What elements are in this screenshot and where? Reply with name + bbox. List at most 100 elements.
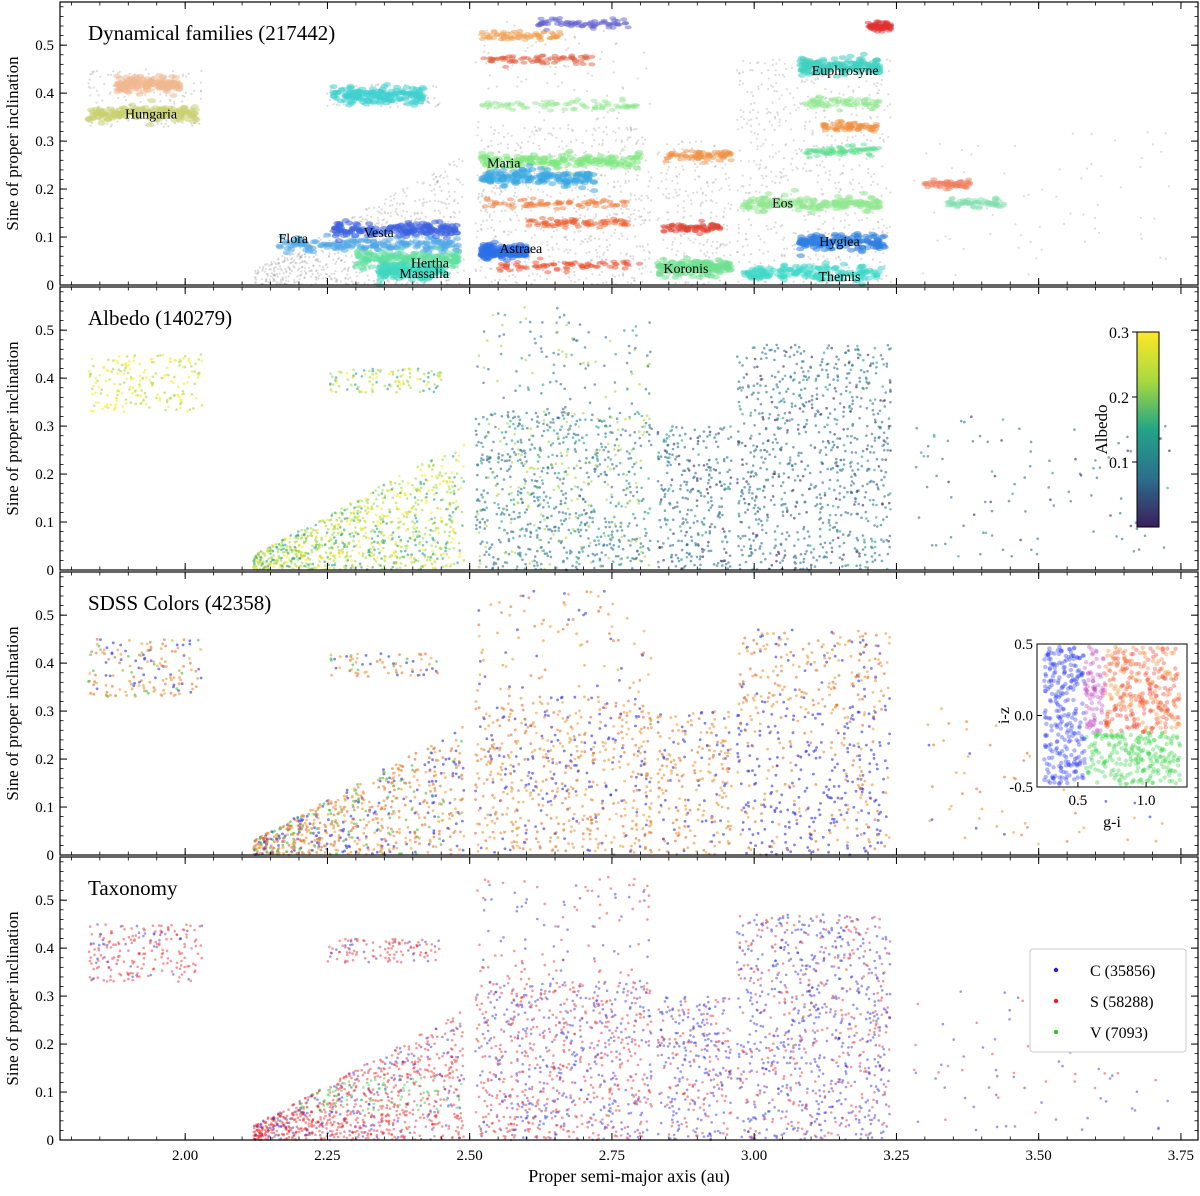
background-point bbox=[747, 218, 751, 221]
family-point-eos bbox=[860, 190, 869, 196]
background-point bbox=[852, 178, 855, 181]
background-point bbox=[760, 145, 763, 148]
background-point bbox=[738, 71, 741, 74]
background-point bbox=[345, 254, 348, 257]
background-point bbox=[396, 202, 399, 205]
background-point bbox=[741, 126, 744, 129]
background-point bbox=[444, 170, 447, 173]
background-point bbox=[642, 207, 646, 210]
background-point bbox=[435, 175, 438, 179]
background-point bbox=[588, 251, 591, 254]
background-point bbox=[495, 187, 498, 190]
background-point bbox=[667, 168, 670, 171]
background-point bbox=[694, 140, 698, 143]
background-point bbox=[611, 274, 614, 277]
background-point bbox=[790, 66, 794, 69]
background-point bbox=[513, 186, 517, 189]
background-point bbox=[701, 191, 705, 194]
background-point bbox=[109, 125, 112, 128]
family-point-hungaria-high bbox=[140, 89, 149, 94]
background-point bbox=[665, 143, 669, 146]
background-point bbox=[387, 278, 390, 281]
background-point bbox=[296, 255, 299, 258]
background-point bbox=[497, 131, 500, 135]
background-point bbox=[277, 263, 280, 266]
background-point bbox=[264, 268, 267, 271]
background-point bbox=[785, 143, 788, 146]
background-point bbox=[868, 93, 871, 96]
background-point bbox=[342, 103, 345, 106]
background-point bbox=[638, 215, 641, 218]
background-point bbox=[553, 154, 556, 158]
background-point bbox=[962, 247, 965, 250]
background-point bbox=[621, 211, 624, 215]
background-point bbox=[847, 85, 850, 88]
background-point bbox=[1140, 157, 1143, 160]
background-point bbox=[199, 97, 202, 100]
background-point bbox=[822, 193, 825, 196]
family-point-phocaea-like bbox=[362, 89, 370, 95]
background-point bbox=[874, 250, 877, 253]
background-point bbox=[636, 77, 639, 80]
background-point bbox=[400, 214, 403, 218]
background-point bbox=[573, 207, 576, 210]
background-point bbox=[317, 274, 320, 277]
family-point-hertha bbox=[367, 264, 376, 270]
background-point bbox=[380, 208, 383, 211]
background-point bbox=[606, 94, 609, 97]
background-point bbox=[834, 139, 837, 142]
background-point bbox=[586, 207, 590, 210]
background-point bbox=[480, 192, 483, 195]
background-point bbox=[637, 197, 641, 200]
background-point bbox=[273, 266, 276, 269]
background-point bbox=[635, 178, 639, 181]
background-point bbox=[822, 255, 825, 258]
background-point bbox=[165, 94, 168, 97]
background-point bbox=[783, 75, 786, 78]
background-point bbox=[789, 162, 793, 166]
background-point bbox=[882, 252, 885, 255]
background-point bbox=[700, 140, 703, 143]
family-point-flora bbox=[324, 242, 333, 248]
background-point bbox=[479, 201, 482, 204]
background-point bbox=[257, 271, 260, 274]
background-point bbox=[184, 91, 187, 94]
background-point bbox=[319, 238, 322, 241]
background-point bbox=[517, 144, 520, 147]
background-point bbox=[1167, 185, 1170, 188]
background-point bbox=[573, 231, 577, 234]
background-point bbox=[774, 73, 777, 77]
background-point bbox=[648, 219, 651, 222]
background-point bbox=[316, 258, 319, 261]
background-point bbox=[513, 24, 516, 27]
background-point bbox=[293, 259, 296, 262]
background-point bbox=[807, 230, 810, 233]
family-point-eunomia bbox=[578, 185, 587, 191]
background-point bbox=[824, 171, 827, 174]
family-point-hungaria bbox=[115, 112, 124, 118]
background-point bbox=[872, 228, 875, 231]
background-point bbox=[815, 164, 818, 167]
family-point-eos bbox=[758, 204, 767, 210]
family-point-eunomia bbox=[574, 171, 583, 177]
background-point bbox=[520, 151, 523, 154]
background-point bbox=[547, 206, 550, 209]
background-point bbox=[718, 189, 721, 192]
background-point bbox=[816, 181, 819, 184]
background-point bbox=[548, 152, 551, 155]
background-point bbox=[781, 73, 784, 76]
background-point bbox=[811, 129, 814, 132]
background-point bbox=[278, 272, 281, 275]
background-point bbox=[627, 136, 630, 139]
background-point bbox=[629, 217, 632, 220]
background-point bbox=[440, 200, 443, 203]
background-point bbox=[789, 193, 793, 196]
background-point bbox=[746, 90, 749, 94]
background-point bbox=[740, 115, 743, 119]
background-point bbox=[376, 216, 379, 220]
background-point bbox=[608, 213, 611, 216]
background-point bbox=[706, 251, 709, 254]
background-point bbox=[601, 144, 604, 147]
background-point bbox=[1038, 225, 1041, 228]
background-point bbox=[568, 276, 571, 279]
